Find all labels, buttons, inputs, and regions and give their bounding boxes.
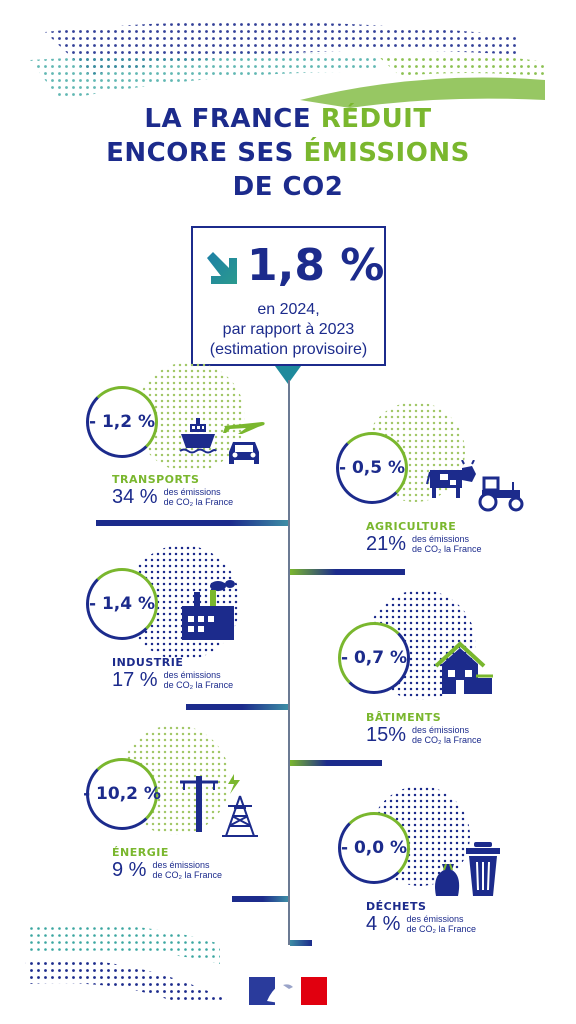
pointer-triangle-icon: [275, 366, 301, 384]
share-bar: [290, 569, 405, 575]
headline-value: 1,8 %: [247, 240, 385, 291]
change-badge: - 0,0 %: [338, 812, 410, 884]
title-part: DE CO2: [232, 172, 344, 202]
share-desc-line: des émissions: [163, 487, 221, 497]
sector-share: 9 % des émissions de CO₂ la France: [112, 859, 222, 881]
dotted-wave-top-decoration: [30, 21, 545, 108]
share-value: 21%: [366, 533, 407, 555]
headline-line: par rapport à 2023: [222, 321, 355, 338]
share-description: des émissions de CO₂ la France: [152, 860, 222, 880]
share-desc-line: de CO₂ la France: [163, 680, 234, 690]
change-badge: - 1,4 %: [86, 568, 158, 640]
share-desc-line: de CO₂ la France: [152, 870, 222, 880]
headline-text: en 2024, par rapport à 2023 (estimation …: [193, 300, 384, 360]
share-desc-line: de CO₂ la France: [412, 544, 482, 554]
title-part: LA FRANCE: [144, 104, 312, 134]
share-desc-line: de CO₂ la France: [412, 735, 482, 745]
share-description: des émissions de CO₂ la France: [164, 487, 234, 507]
cow-icon: [426, 460, 476, 498]
share-desc-line: des émissions: [152, 860, 210, 870]
timeline-line: [288, 380, 290, 945]
share-description: des émissions de CO₂ la France: [406, 914, 476, 934]
share-value: 9 %: [112, 859, 147, 881]
down-right-arrow-icon: [207, 252, 237, 284]
sector-name: AGRICULTURE: [366, 520, 457, 533]
share-desc-line: des émissions: [412, 534, 470, 544]
share-bar: [96, 520, 288, 526]
factory-icon: [182, 580, 235, 640]
trash-bin-icon: [435, 842, 500, 896]
share-desc-line: des émissions: [406, 914, 464, 924]
marianne-flag-logo: [249, 977, 327, 1005]
share-value: 4 %: [366, 913, 401, 935]
share-desc-line: de CO₂ la France: [163, 497, 234, 507]
change-badge: - 10,2 %: [83, 758, 161, 830]
sector-share: 17 % des émissions de CO₂ la France: [112, 669, 233, 691]
tractor-icon: [478, 476, 524, 512]
headline-box: 1,8 % en 2024, par rapport à 2023 (estim…: [191, 226, 386, 366]
power-pylon-icon: [180, 774, 258, 837]
share-desc-line: de CO₂ la France: [406, 924, 476, 934]
sector-name: TRANSPORTS: [112, 473, 200, 486]
share-value: 17 %: [112, 669, 158, 691]
sector-name: DÉCHETS: [366, 900, 427, 913]
share-bar: [186, 704, 288, 710]
sector-name: ÉNERGIE: [112, 846, 169, 859]
title-part: RÉDUIT: [320, 104, 432, 134]
sector-share: 15% des émissions de CO₂ la France: [366, 724, 482, 746]
change-badge: - 0,5 %: [336, 432, 408, 504]
change-badge: - 0,7 %: [338, 622, 410, 694]
share-bar: [232, 896, 288, 902]
car-icon: [229, 442, 259, 464]
share-desc-line: des émissions: [163, 670, 221, 680]
sector-name: BÂTIMENTS: [366, 711, 442, 724]
share-bar: [290, 760, 382, 766]
house-icon: [434, 641, 493, 694]
share-bar: [290, 940, 312, 946]
share-description: des émissions de CO₂ la France: [412, 534, 482, 554]
share-description: des émissions de CO₂ la France: [164, 670, 234, 690]
sector-share: 21% des émissions de CO₂ la France: [366, 533, 482, 555]
share-value: 34 %: [112, 486, 158, 508]
sector-name: INDUSTRIE: [112, 656, 184, 669]
sector-share: 4 % des émissions de CO₂ la France: [366, 913, 476, 935]
dotted-wave-bottom-decoration: [25, 923, 235, 1004]
share-description: des émissions de CO₂ la France: [412, 725, 482, 745]
airplane-icon: [223, 422, 265, 434]
page-title: LA FRANCE RÉDUIT ENCORE SES ÉMISSIONS DE…: [0, 102, 576, 204]
headline-line: (estimation provisoire): [209, 341, 368, 358]
share-desc-line: des émissions: [412, 725, 470, 735]
share-value: 15%: [366, 724, 407, 746]
sector-share: 34 % des émissions de CO₂ la France: [112, 486, 233, 508]
change-badge: - 1,2 %: [86, 386, 158, 458]
title-part: ENCORE SES: [106, 138, 294, 168]
headline-line: en 2024,: [257, 301, 320, 318]
ship-icon: [179, 418, 217, 454]
title-part: ÉMISSIONS: [303, 138, 470, 168]
